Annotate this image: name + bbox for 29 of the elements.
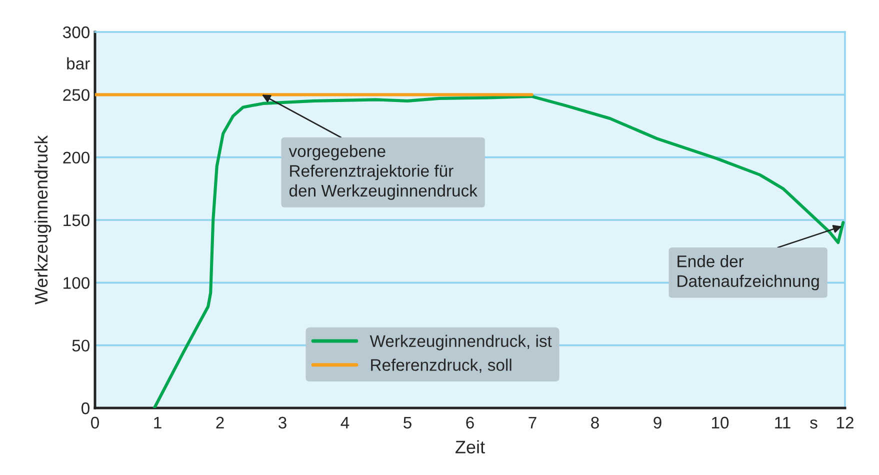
y-tick-label: bar	[67, 57, 90, 70]
y-tick-label: 250	[63, 89, 90, 101]
line-series	[152, 94, 845, 408]
x-tick-label: 5	[404, 416, 412, 429]
y-tick-label: 0	[82, 402, 90, 414]
x-axis-title: Zeit	[456, 440, 485, 454]
y-axis-title: Werkzeuginnendruck	[34, 135, 52, 305]
x-tick-label: 8	[591, 416, 599, 429]
x-tick-label: 2	[216, 416, 224, 428]
legend-label: Referenzdruck, soll	[371, 358, 512, 373]
x-tick-label: s	[810, 419, 818, 429]
x-tick-label: 3	[278, 416, 286, 429]
y-tick-label: 50	[72, 340, 90, 352]
x-tick-label: 11	[775, 416, 790, 428]
legend-label: Werkzeuginnendruck, ist	[370, 334, 552, 350]
y-tick-label: 100	[64, 277, 90, 289]
y-tick-label: 150	[64, 214, 90, 226]
annotation: Ende der Datenaufzeichnung	[678, 254, 819, 290]
y-tick-label: 200	[63, 152, 90, 164]
x-tick-label: 7	[528, 416, 536, 428]
x-tick-label: 4	[340, 416, 350, 428]
y-tick-label: 300	[62, 26, 90, 38]
x-tick-label: 6	[466, 416, 474, 429]
x-tick-label: 9	[654, 416, 662, 429]
x-tick-label: 12	[837, 416, 854, 428]
x-tick-label: 1	[154, 416, 162, 428]
x-tick-label: 0	[91, 416, 99, 429]
annotation: vorgegebene Referenztrajektorie für den Werkzeuginnendruck	[288, 144, 478, 200]
x-tick-label: 10	[712, 416, 729, 429]
